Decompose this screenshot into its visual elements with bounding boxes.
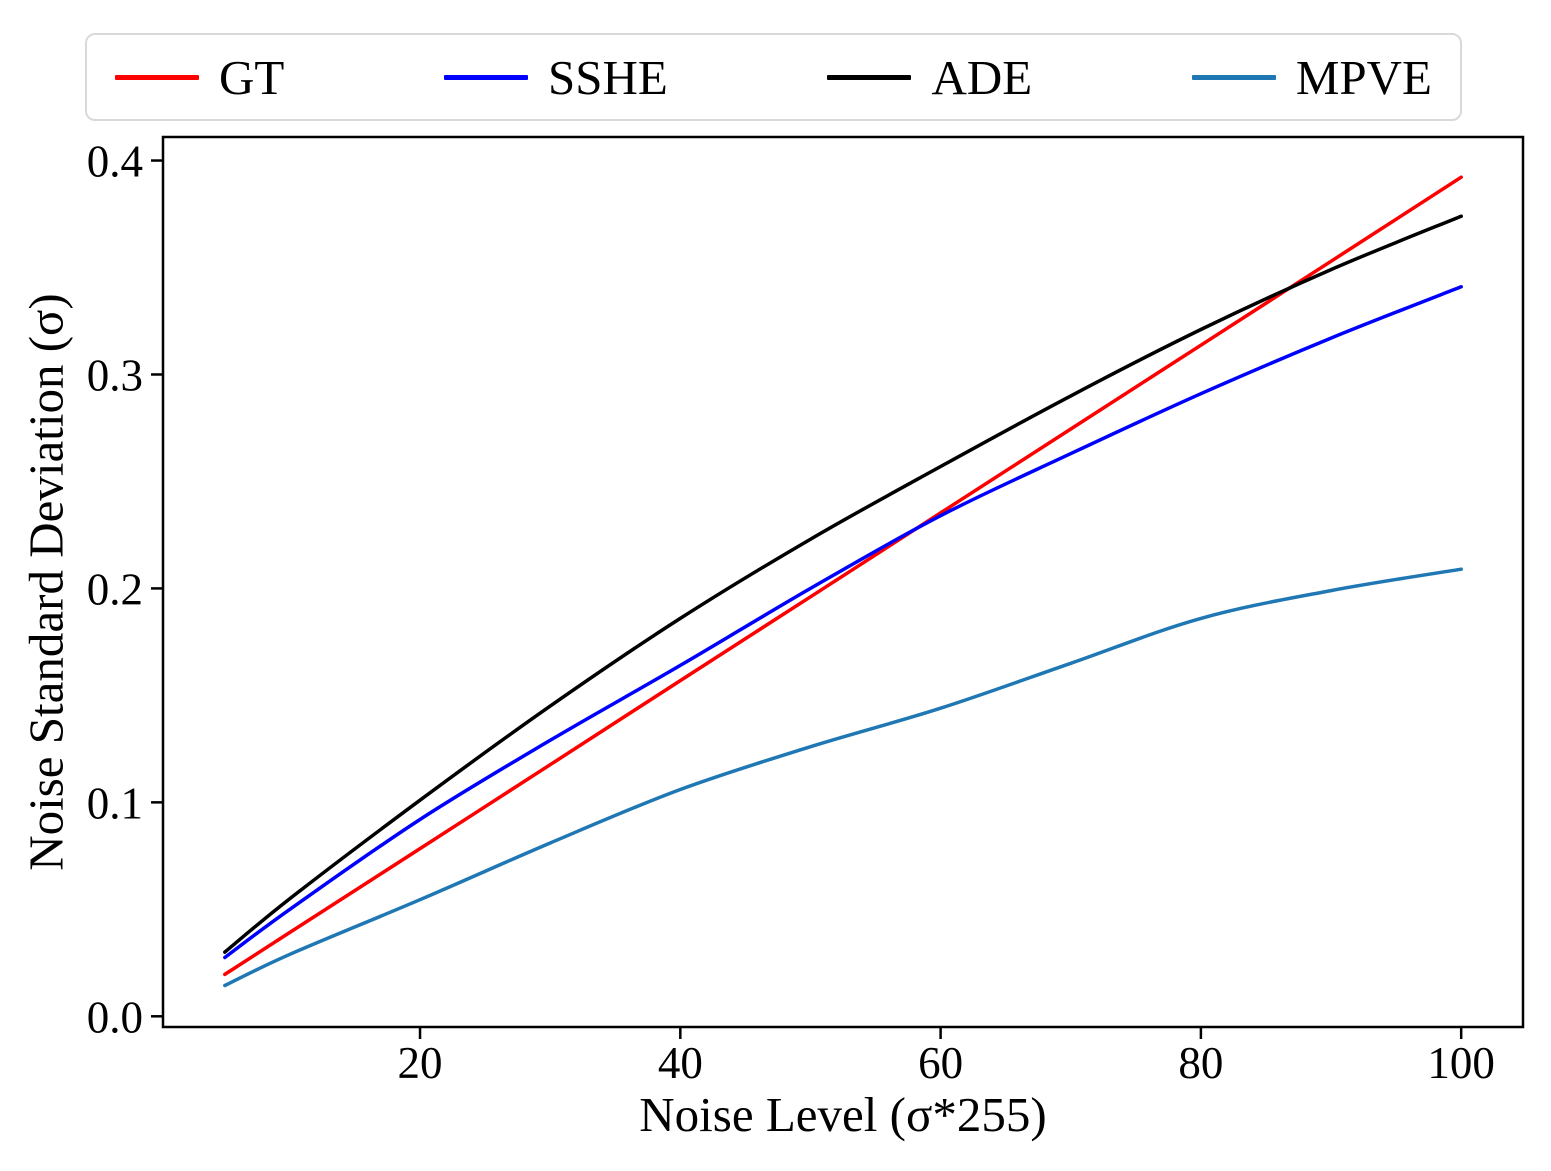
series-line-gt (223, 175, 1463, 977)
legend-label-gt: GT (219, 49, 285, 105)
legend-line-sample-ade (827, 74, 912, 80)
legend-line-sample-sshe (443, 74, 528, 80)
legend: GT SSHE ADE MPVE (85, 33, 1462, 121)
series-line-mpve (223, 567, 1463, 988)
legend-line-sample-gt (115, 74, 199, 80)
legend-line-sample-mpve (1191, 74, 1276, 80)
y-tick-label: 0.3 (87, 350, 143, 400)
x-tick-label: 100 (1427, 1038, 1495, 1088)
x-tick-label: 80 (1178, 1038, 1223, 1088)
legend-item-ade: ADE (827, 53, 1032, 102)
legend-item-sshe: SSHE (443, 49, 668, 105)
x-tick-label: 60 (918, 1038, 963, 1088)
y-tick-label: 0.1 (87, 778, 143, 828)
y-tick-label: 0.0 (87, 992, 143, 1042)
x-tick-label: 40 (658, 1038, 703, 1088)
series-line-sshe (223, 285, 1463, 960)
y-axis-label: Noise Standard Deviation (σ) (18, 293, 74, 871)
legend-label-mpve: MPVE (1295, 49, 1432, 105)
legend-item-gt: GT (115, 53, 284, 102)
legend-label-ade: ADE (931, 49, 1033, 105)
x-tick-label: 20 (398, 1038, 443, 1088)
axes-spines (161, 135, 1525, 1029)
x-axis-label: Noise Level (σ*255) (639, 1087, 1047, 1142)
y-tick-label: 0.4 (87, 137, 143, 187)
series-line-ade (223, 214, 1463, 954)
legend-label-sshe: SSHE (547, 49, 668, 105)
y-tick-label: 0.2 (87, 564, 143, 614)
legend-item-mpve: MPVE (1191, 49, 1432, 105)
